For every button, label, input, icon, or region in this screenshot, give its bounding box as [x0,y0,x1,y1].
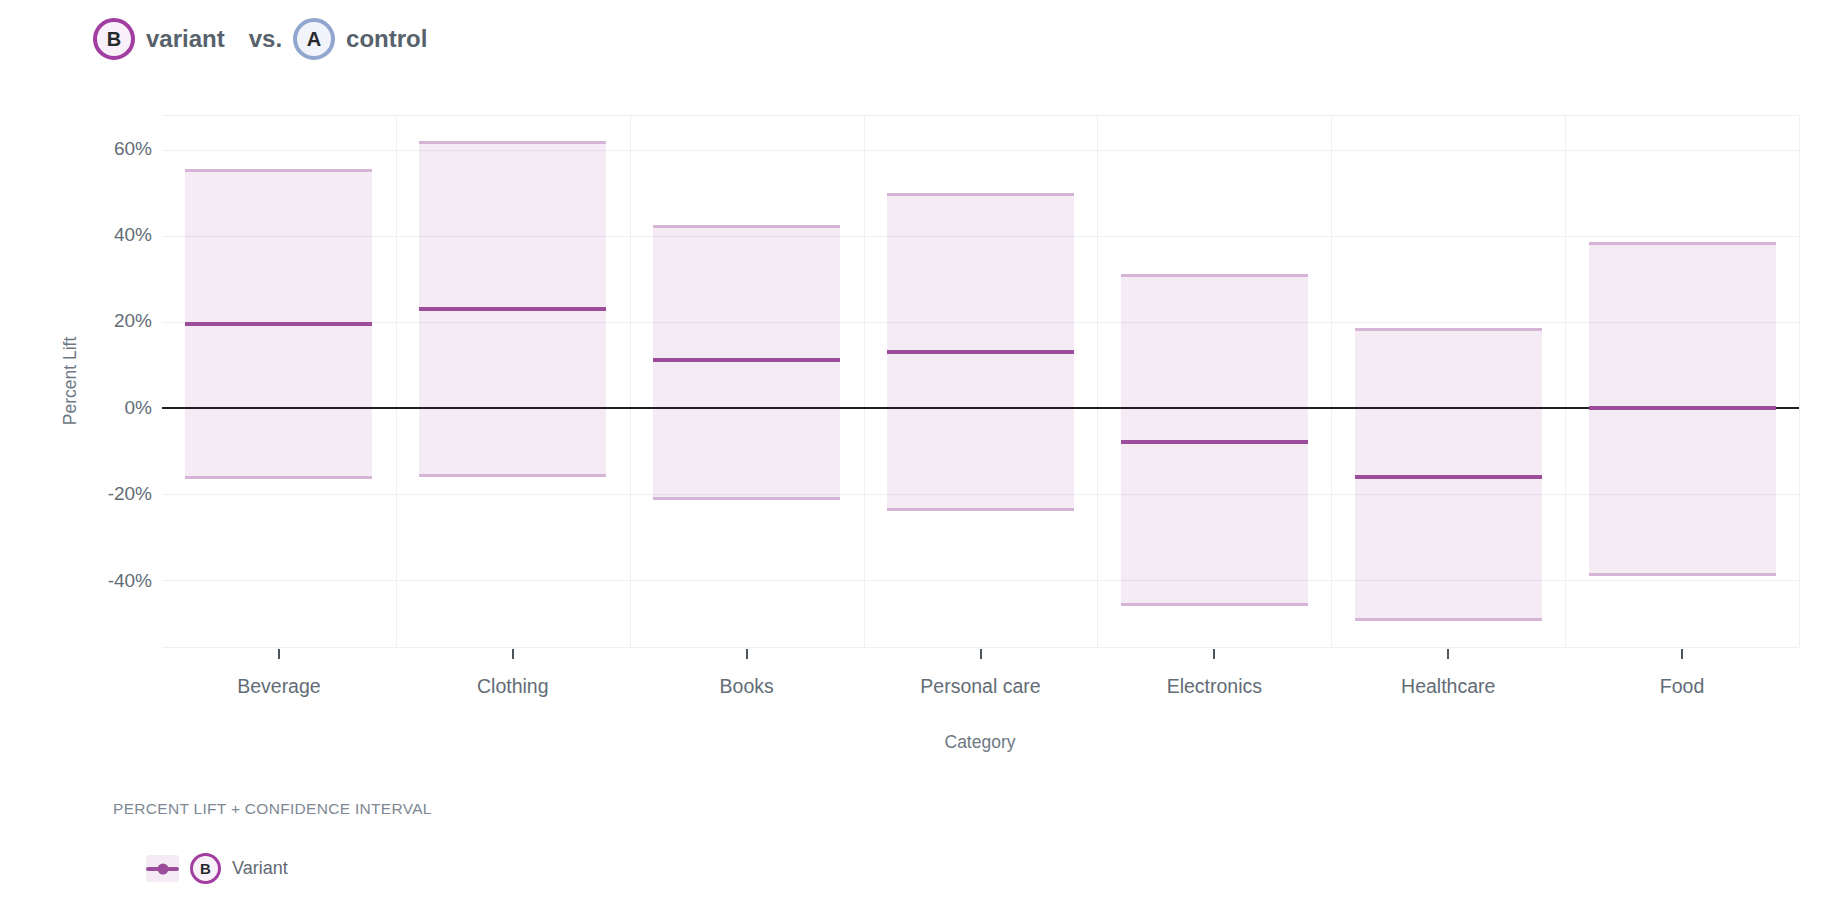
lift-line-clothing [419,307,606,311]
gridline-x-7 [1799,116,1800,647]
x-category-label-books: Books [720,675,774,698]
y-tick-label-60: 60% [114,138,152,160]
gridline-x-5 [1331,116,1332,647]
x-category-label-healthcare: Healthcare [1401,675,1495,698]
variant-label: variant [146,25,225,53]
gridline-x-2 [630,116,631,647]
x-category-label-clothing: Clothing [477,675,549,698]
legend-variant-label: Variant [232,858,288,879]
gridline-y-60 [162,150,1799,151]
y-tick-label-0: 0% [125,397,152,419]
x-tick-healthcare [1447,649,1449,659]
x-category-label-beverage: Beverage [237,675,320,698]
x-tick-food [1681,649,1683,659]
y-tick-label--20: -20% [108,483,152,505]
x-tick-books [746,649,748,659]
variant-series-swatch-icon [146,855,179,882]
lift-line-books [653,358,840,362]
comparison-header: B variant vs. A control [93,18,427,60]
legend-variant-b-badge: B [190,853,221,884]
lift-line-electronics [1121,440,1308,444]
gridline-x-3 [864,116,865,647]
gridline-x-1 [396,116,397,647]
x-tick-clothing [512,649,514,659]
experiment-results-page: B variant vs. A control 60% 40% 20% 0% -20% -… [0,0,1842,918]
legend-title: PERCENT LIFT + CONFIDENCE INTERVAL [113,800,432,818]
lift-line-personal-care [887,350,1074,354]
x-axis-title: Category [944,732,1015,753]
variant-b-badge: B [93,18,135,60]
y-tick-label-20: 20% [114,310,152,332]
legend-item-variant[interactable]: B Variant [146,853,288,884]
lift-chart-plot-area [162,115,1799,648]
control-a-badge: A [293,18,335,60]
x-axis: Beverage Clothing Books Personal care Electr… [162,648,1799,718]
gridline-y--40 [162,580,1799,581]
ci-band-books[interactable] [653,225,840,500]
vs-label: vs. [249,25,282,53]
gridline-x-6 [1565,116,1566,647]
y-tick-label-40: 40% [114,224,152,246]
x-category-label-personal-care: Personal care [920,675,1040,698]
x-tick-electronics [1213,649,1215,659]
y-tick-label--40: -40% [108,570,152,592]
x-category-label-food: Food [1660,675,1704,698]
control-label: control [346,25,427,53]
lift-line-healthcare [1355,475,1542,479]
x-category-label-electronics: Electronics [1167,675,1262,698]
lift-line-beverage [185,322,372,326]
x-tick-personal-care [980,649,982,659]
lift-line-food [1589,406,1776,410]
x-tick-beverage [278,649,280,659]
zero-baseline [162,407,1799,409]
y-axis-title: Percent Lift [60,337,81,426]
gridline-x-4 [1097,116,1098,647]
